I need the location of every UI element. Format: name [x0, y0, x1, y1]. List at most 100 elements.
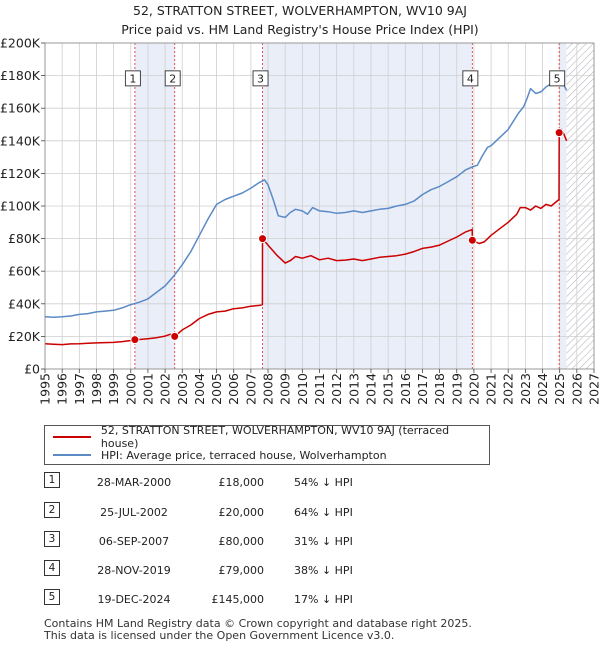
sale-price: £20,000	[218, 506, 265, 519]
sale-price: £80,000	[218, 535, 265, 548]
x-tick-label: 2019	[449, 373, 464, 405]
y-tick-label: £160K	[0, 101, 41, 116]
sale-hpi-diff: 64% ↓ HPI	[294, 506, 353, 519]
legend-item-hpi: HPI: Average price, terraced house, Wolv…	[53, 446, 387, 464]
y-tick-label: £100K	[0, 199, 41, 214]
x-tick-label: 2014	[363, 373, 378, 405]
x-tick-label: 2000	[123, 373, 138, 405]
x-tick-label: 2015	[381, 373, 396, 405]
x-tick-label: 2023	[518, 373, 533, 405]
x-tick-label: 2011	[312, 373, 327, 405]
x-tick-label: 2021	[484, 373, 499, 405]
x-tick-label: 1996	[55, 373, 70, 405]
y-tick-label: £0	[24, 362, 40, 377]
sale-number-label: 4	[467, 72, 474, 85]
sale-point	[170, 331, 180, 341]
sale-hpi-diff: 54% ↓ HPI	[294, 476, 353, 489]
sale-point	[130, 335, 140, 345]
sale-point	[554, 128, 564, 138]
x-tick-label: 2016	[398, 373, 413, 405]
sale-price: £18,000	[218, 476, 265, 489]
sale-number-label: 3	[257, 72, 264, 85]
footer: Contains HM Land Registry data © Crown c…	[44, 618, 472, 642]
y-tick-label: £120K	[0, 166, 41, 181]
property-price-line	[45, 128, 568, 346]
x-tick-label: 2027	[587, 373, 600, 405]
legend-label-property: 52, STRATTON STREET, WOLVERHAMPTON, WV10…	[100, 424, 450, 450]
sale-number-box	[549, 70, 566, 87]
x-tick-label: 2001	[140, 373, 155, 405]
x-tick-label: 2020	[466, 373, 481, 405]
sale-number: 2	[44, 502, 60, 518]
y-tick-label: £80K	[8, 231, 41, 246]
sale-hpi-diff: 17% ↓ HPI	[294, 593, 353, 606]
y-tick-label: £20K	[8, 329, 41, 344]
sale-hpi-diff: 38% ↓ HPI	[294, 564, 353, 577]
table-row: 1 28-MAR-2000 £18,000 54% ↓ HPI	[44, 472, 464, 494]
table-row: 4 28-NOV-2019 £79,000 38% ↓ HPI	[44, 560, 464, 582]
x-tick-label: 2013	[346, 373, 361, 405]
sale-number-boxes: 1 2 3 4 5	[124, 70, 566, 87]
sale-number: 4	[44, 560, 60, 576]
axes: £0 £20K £40K £60K £80K £100K £120K £140K £160K £1…	[0, 36, 600, 405]
chart-subtitle: Price paid vs. HM Land Registry's House …	[121, 22, 478, 37]
x-tick-label: 1995	[38, 373, 53, 405]
x-tick-label: 2008	[261, 373, 276, 405]
sale-number-label: 2	[169, 72, 176, 85]
legend: 52, STRATTON STREET, WOLVERHAMPTON, WV10…	[44, 424, 490, 465]
series-group	[45, 78, 568, 346]
hpi-line	[45, 78, 568, 318]
legend-item-property: 52, STRATTON STREET, WOLVERHAMPTON, WV10…	[53, 424, 489, 450]
sale-number-box	[164, 70, 181, 87]
x-tick-label: 2025	[552, 373, 567, 405]
price-chart: 52, STRATTON STREET, WOLVERHAMPTON, WV10…	[0, 3, 600, 405]
sale-points	[130, 128, 564, 345]
x-tick-label: 1998	[89, 373, 104, 405]
legend-label-hpi: HPI: Average price, terraced house, Wolv…	[101, 448, 387, 462]
x-tick-label: 2017	[415, 373, 430, 405]
y-tick-label: £200K	[0, 36, 41, 51]
sale-date: 06-SEP-2007	[98, 535, 170, 548]
x-tick-label: 1999	[106, 373, 121, 405]
y-tick-label: £40K	[8, 296, 41, 311]
sale-number: 3	[44, 531, 60, 547]
table-row: 5 19-DEC-2024 £145,000 17% ↓ HPI	[44, 589, 464, 611]
footer-copyright: Contains HM Land Registry data © Crown c…	[44, 617, 472, 630]
chart-title: 52, STRATTON STREET, WOLVERHAMPTON, WV10…	[133, 3, 467, 18]
x-tick-label: 2002	[158, 373, 173, 405]
legend-line-red	[53, 436, 91, 438]
sale-date: 28-NOV-2019	[97, 564, 171, 577]
sale-point	[467, 235, 477, 245]
sale-number: 1	[44, 472, 60, 488]
x-tick-label: 2006	[226, 373, 241, 405]
sale-number-label: 5	[554, 72, 561, 85]
table-row: 3 06-SEP-2007 £80,000 31% ↓ HPI	[44, 531, 464, 553]
y-tick-label: £140K	[0, 133, 41, 148]
sale-number-label: 1	[129, 72, 136, 85]
sale-date: 19-DEC-2024	[97, 593, 171, 606]
x-tick-label: 2012	[329, 373, 344, 405]
table-row: 2 25-JUL-2002 £20,000 64% ↓ HPI	[44, 502, 464, 524]
sale-price: £145,000	[211, 593, 265, 606]
x-tick-label: 2003	[175, 373, 190, 405]
x-tick-label: 2004	[192, 373, 207, 405]
sale-price: £79,000	[218, 564, 265, 577]
footer-licence: This data is licensed under the Open Gov…	[44, 629, 395, 642]
sale-point	[258, 234, 268, 244]
x-tick-label: 2009	[278, 373, 293, 405]
legend-line-blue	[53, 454, 91, 456]
x-tick-label: 2026	[569, 373, 584, 405]
x-tick-label: 2018	[432, 373, 447, 405]
x-tick-label: 2007	[243, 373, 258, 405]
sale-number-box	[462, 70, 479, 87]
sale-date: 25-JUL-2002	[100, 506, 168, 519]
x-tick-label: 2022	[501, 373, 516, 405]
x-tick-label: 1997	[72, 373, 87, 405]
x-tick-label: 2005	[209, 373, 224, 405]
sale-number: 5	[44, 589, 60, 605]
sale-number-box	[124, 70, 141, 87]
y-tick-label: £180K	[0, 68, 41, 83]
sale-hpi-diff: 31% ↓ HPI	[294, 535, 353, 548]
sale-date: 28-MAR-2000	[96, 476, 172, 489]
sale-number-box	[252, 70, 269, 87]
